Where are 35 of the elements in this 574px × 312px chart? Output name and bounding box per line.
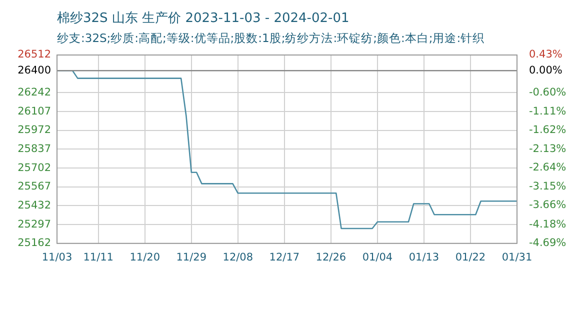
y-tick-label: 26242 xyxy=(18,86,51,98)
y-tick-label: 25567 xyxy=(18,180,51,193)
y-tick-label: 26107 xyxy=(18,105,51,118)
y2-tick-label: 0.43% xyxy=(529,48,562,61)
y2-tick-label: -0.60% xyxy=(529,86,566,99)
x-tick-label: 12/17 xyxy=(269,251,300,264)
x-tick-label: 11/29 xyxy=(176,251,207,264)
x-tick-label: 12/26 xyxy=(316,251,346,264)
y-tick-label: 25972 xyxy=(18,124,51,136)
chart-subtitle: 纱支:32S;纱质:高配;等级:优等品;股数:1股;纺纱方法:环锭纺;颜色:本白;用途:针织 xyxy=(57,31,485,46)
y-tick-label: 25297 xyxy=(18,218,51,230)
y-tick-label: 25837 xyxy=(18,142,51,155)
y2-tick-label: -3.66% xyxy=(529,199,566,212)
x-tick-label: 01/13 xyxy=(408,251,440,264)
y2-tick-label: -2.64% xyxy=(529,162,566,174)
x-tick-label: 01/31 xyxy=(502,251,532,264)
y-tick-label: 25162 xyxy=(18,237,51,250)
x-tick-label: 12/08 xyxy=(222,251,254,264)
x-tick-label: 01/22 xyxy=(455,251,486,264)
y-tick-label: 25432 xyxy=(18,199,51,212)
y2-tick-label: -4.18% xyxy=(529,218,566,230)
y2-tick-label: -1.62% xyxy=(529,124,566,136)
x-tick-label: 11/20 xyxy=(130,251,160,264)
y2-tick-label: 0.00% xyxy=(529,64,562,77)
chart-title: 棉纱32S 山东 生产价 2023-11-03 - 2024-02-01 xyxy=(57,10,350,27)
y2-tick-label: -2.13% xyxy=(529,142,566,155)
y-tick-label: 26400 xyxy=(18,64,51,76)
y2-tick-label: -4.69% xyxy=(529,237,566,250)
y-tick-label: 26512 xyxy=(18,48,51,61)
x-tick-label: 11/03 xyxy=(42,251,72,264)
x-tick-label: 01/04 xyxy=(362,251,393,264)
y-tick-label: 25702 xyxy=(18,162,51,174)
y2-tick-label: -1.11% xyxy=(529,105,566,118)
y2-tick-label: -3.15% xyxy=(529,180,566,192)
x-tick-label: 11/11 xyxy=(83,251,114,264)
